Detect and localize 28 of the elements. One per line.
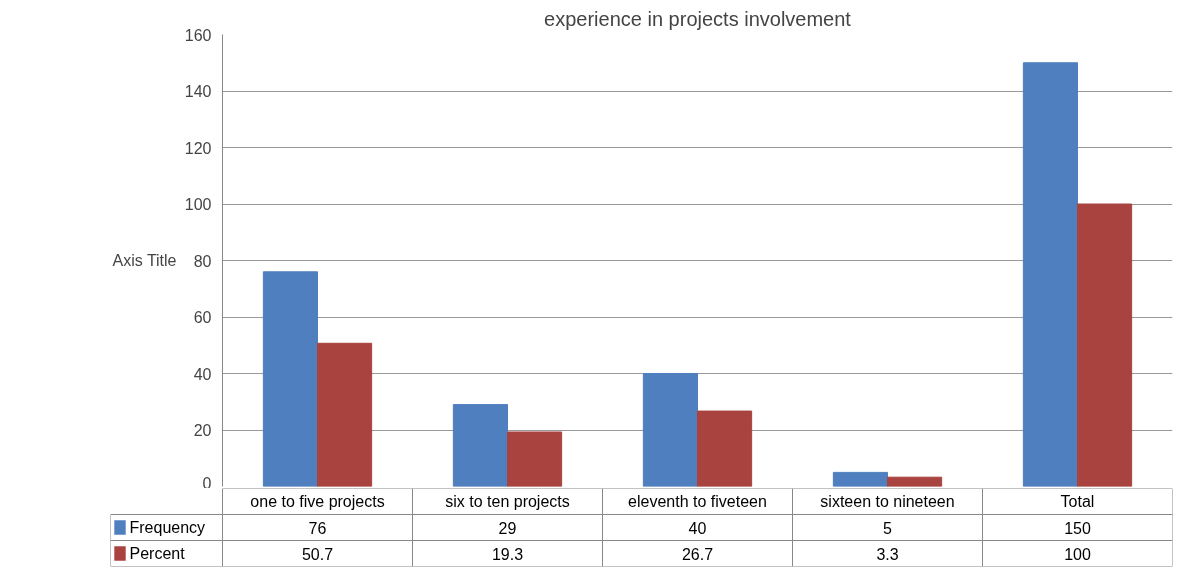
data-label: 29 [498,519,517,537]
data-label: 76 [308,519,327,537]
chart-title: experience in projects involvement [544,7,852,30]
data-label: 150 [1064,519,1091,537]
x-tick-label: Total [1060,493,1095,510]
legend-label: Frequency [129,519,206,536]
x-tick-label: eleventh to fiveteen [628,493,767,510]
y-tick-label: 20 [193,422,212,439]
y-tick-label: 80 [193,252,212,270]
data-label: 100 [1064,545,1091,563]
x-tick-label: sixteen to nineteen [820,493,955,510]
y-tick-label: 120 [184,139,212,157]
data-label: 40 [688,519,707,537]
y-tick-label: 0 [202,474,212,492]
y-axis-title: Axis Title [112,252,177,269]
data-label: 3.3 [876,545,899,563]
x-tick-label: one to five projects [250,493,385,510]
data-label: 5 [883,519,893,537]
data-label: 50.7 [301,545,334,563]
y-tick-label: 100 [184,196,212,213]
legend-label: Percent [129,545,186,562]
data-label: 26.7 [681,545,714,563]
y-tick-label: 60 [193,309,212,326]
y-tick-label: 140 [184,83,212,100]
y-tick-label: 40 [193,365,212,383]
y-tick-label: 160 [184,26,212,44]
x-tick-label: six to ten projects [445,493,570,510]
data-label: 19.3 [491,545,524,563]
